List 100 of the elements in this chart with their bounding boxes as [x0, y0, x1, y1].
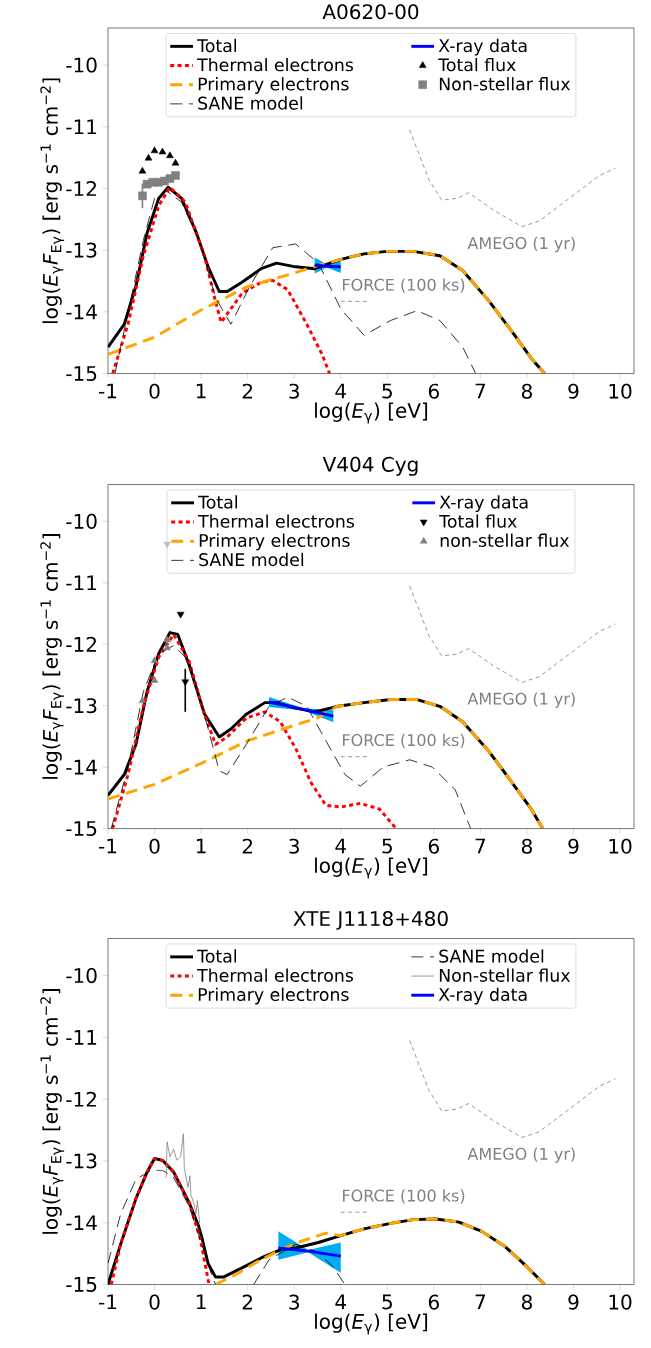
annotation: FORCE (100 ks): [343, 733, 465, 748]
point: [163, 643, 171, 651]
x-tick-label: 6: [428, 383, 439, 399]
line-series: [111, 632, 398, 829]
y-tick-label: -10: [66, 968, 97, 984]
x-tick-label: 8: [521, 1294, 532, 1310]
point: [138, 696, 147, 704]
y-tick-label: -15: [66, 1277, 97, 1292]
line-series: [409, 585, 616, 683]
legend-label: SANE model: [199, 552, 304, 567]
y-tick-label: -13: [66, 1153, 97, 1169]
x-tick-label: 4: [335, 383, 346, 399]
legend-label: Thermal electrons: [197, 57, 354, 72]
text: log(E$_{γ}$F$_{Eγ}$) [erg s$^{−1}$ cm$^{−2}$]: [40, 78, 65, 324]
x-tick-label: 5: [382, 1294, 392, 1310]
x-tick-label: -1: [99, 838, 117, 854]
point: [150, 676, 159, 683]
x-axis-title: log(E$_{γ}$) [eV]: [315, 857, 428, 879]
y-tick-label: -12: [66, 636, 96, 652]
x-tick-label: 10: [609, 1294, 632, 1310]
y-tick-label: -13: [66, 698, 97, 714]
point: [163, 541, 171, 549]
x-tick-label: 6: [428, 838, 439, 854]
x-tick-label: 1: [196, 838, 206, 854]
legend-label: non-stellar flux: [440, 533, 569, 548]
x-axis-title: log(E$_{γ}$) [eV]: [315, 402, 428, 424]
x-tick-label: 5: [382, 383, 392, 399]
y-tick-label: -14: [66, 759, 97, 775]
annotation: AMEGO (1 yr): [467, 692, 575, 708]
text: log(E$_{γ}$F$_{Eγ}$) [erg s$^{−1}$ cm$^{−2}$]: [40, 534, 65, 779]
legend-label: Primary electrons: [198, 987, 349, 1005]
line-series: [214, 1217, 547, 1285]
y-tick-label: -11: [66, 1030, 97, 1045]
x-tick-label: 2: [242, 383, 253, 399]
legend-label: SANE model: [439, 949, 544, 963]
x-tick-label: 1: [196, 1294, 206, 1310]
annotation: FORCE (100 ks): [343, 278, 465, 293]
annotation: AMEGO (1 yr): [467, 1147, 575, 1163]
annotation: FORCE (100 ks): [343, 1189, 465, 1204]
x-tick-label: 7: [475, 383, 486, 399]
y-tick-label: -10: [66, 57, 97, 73]
legend-label: Total flux: [439, 514, 517, 528]
x-tick-label: 3: [289, 838, 299, 854]
annotation: AMEGO (1 yr): [467, 236, 575, 253]
line-series: [409, 129, 616, 228]
line-series: [409, 1040, 616, 1138]
point: [163, 635, 171, 643]
y-tick-label: -14: [66, 1215, 97, 1231]
x-tick-label: 2: [242, 1294, 253, 1310]
x-tick-label: 9: [568, 838, 579, 854]
legend-label: Thermal electrons: [198, 514, 354, 528]
line-series: [165, 1133, 201, 1224]
chart-title: XTE J1118+480: [293, 910, 448, 930]
y-tick-label: -15: [66, 366, 97, 382]
x-tick-label: 2: [242, 838, 253, 854]
legend-label: Primary electrons: [199, 533, 350, 551]
x-tick-label: 0: [149, 383, 160, 399]
x-tick-label: 8: [521, 383, 532, 399]
legend-label: X-ray data: [439, 495, 528, 513]
y-tick-label: -14: [66, 304, 97, 320]
x-tick-label: 3: [289, 1294, 299, 1310]
legend-label: Non-stellar flux: [439, 77, 570, 91]
y-tick-label: -12: [66, 181, 96, 196]
x-tick-label: 9: [568, 1294, 579, 1310]
x-tick-label: 0: [149, 838, 160, 854]
x-tick-label: 0: [149, 1294, 160, 1310]
x-tick-label: 6: [428, 1294, 439, 1310]
legend-label: X-ray data: [438, 987, 527, 1005]
legend-label: Primary electrons: [198, 77, 349, 94]
x-tick-label: 10: [609, 383, 632, 399]
x-tick-label: -1: [99, 1294, 117, 1310]
point: [150, 656, 159, 664]
x-tick-label: 8: [521, 838, 532, 854]
point: [176, 611, 185, 619]
line-series: [108, 249, 547, 374]
line-series: [109, 1156, 211, 1285]
x-tick-label: 7: [475, 838, 486, 854]
x-tick-label: -1: [99, 383, 117, 399]
y-tick-label: -11: [66, 575, 97, 591]
legend-label: Non-stellar flux: [439, 968, 570, 982]
legend-label: Total flux: [438, 57, 516, 72]
x-tick-label: 4: [335, 838, 346, 854]
legend-label: Total: [198, 495, 237, 509]
legend-label: SANE model: [198, 96, 303, 110]
x-tick-label: 1: [196, 383, 206, 399]
x-tick-label: 4: [335, 1294, 346, 1310]
y-tick-label: -12: [66, 1091, 96, 1107]
legend-label: Total: [197, 38, 237, 53]
chart-title: V404 Cyg: [322, 456, 418, 476]
x-axis-title: log(E$_{γ}$) [eV]: [315, 1313, 428, 1335]
chart-title: A0620-00: [322, 4, 419, 20]
legend-label: Total: [197, 949, 237, 963]
text: log(E$_{γ}$F$_{Eγ}$) [erg s$^{−1}$ cm$^{−2}$]: [40, 989, 65, 1234]
x-tick-label: 3: [289, 383, 299, 399]
legend-label: Thermal electrons: [197, 968, 354, 982]
y-tick-label: -15: [66, 821, 97, 837]
y-tick-label: -13: [66, 242, 97, 258]
legend-label: X-ray data: [438, 38, 527, 56]
x-tick-label: 7: [475, 1294, 486, 1310]
y-tick-label: -10: [66, 513, 97, 529]
